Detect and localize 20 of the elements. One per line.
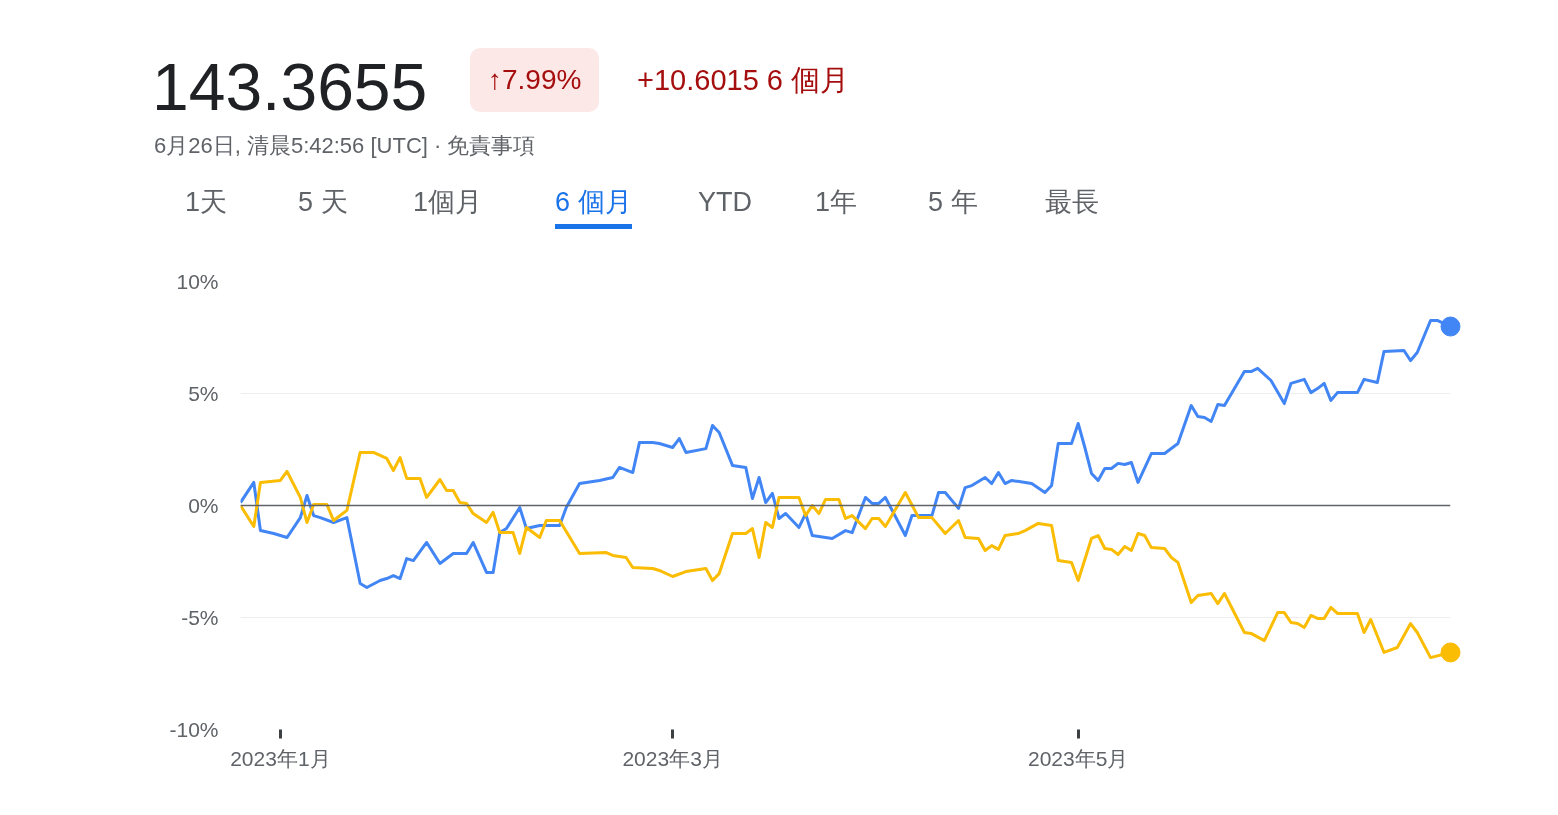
x-tick-label: 2023年3月 bbox=[622, 746, 723, 770]
text: 5 天 bbox=[298, 186, 348, 219]
text: 1個月 bbox=[413, 186, 483, 219]
chart-title: 143.3655 bbox=[152, 49, 428, 126]
text: 6 個月 bbox=[555, 183, 632, 229]
y-tick-label: -10% bbox=[169, 718, 219, 741]
text: 1天 bbox=[185, 186, 228, 219]
y-tick-label: 5% bbox=[188, 382, 219, 405]
y-tick-label: 10% bbox=[176, 270, 219, 293]
text: 最長 bbox=[1045, 186, 1099, 219]
y-tick-label: -5% bbox=[181, 606, 219, 629]
text: YTD bbox=[698, 186, 752, 219]
chart-subtitle: 6月26日, 清晨5:42:56 [UTC] · 免責事項 bbox=[154, 132, 536, 160]
text: ↑7.99% bbox=[470, 48, 600, 112]
x-tick-label: 2023年1月 bbox=[230, 746, 331, 770]
x-tick-label: 2023年5月 bbox=[1027, 746, 1129, 770]
text: 1年 bbox=[815, 186, 858, 219]
y-tick-label: 0% bbox=[188, 494, 219, 517]
text: +10.6015 6 個月 bbox=[637, 63, 850, 98]
text: 5 年 bbox=[928, 186, 978, 219]
